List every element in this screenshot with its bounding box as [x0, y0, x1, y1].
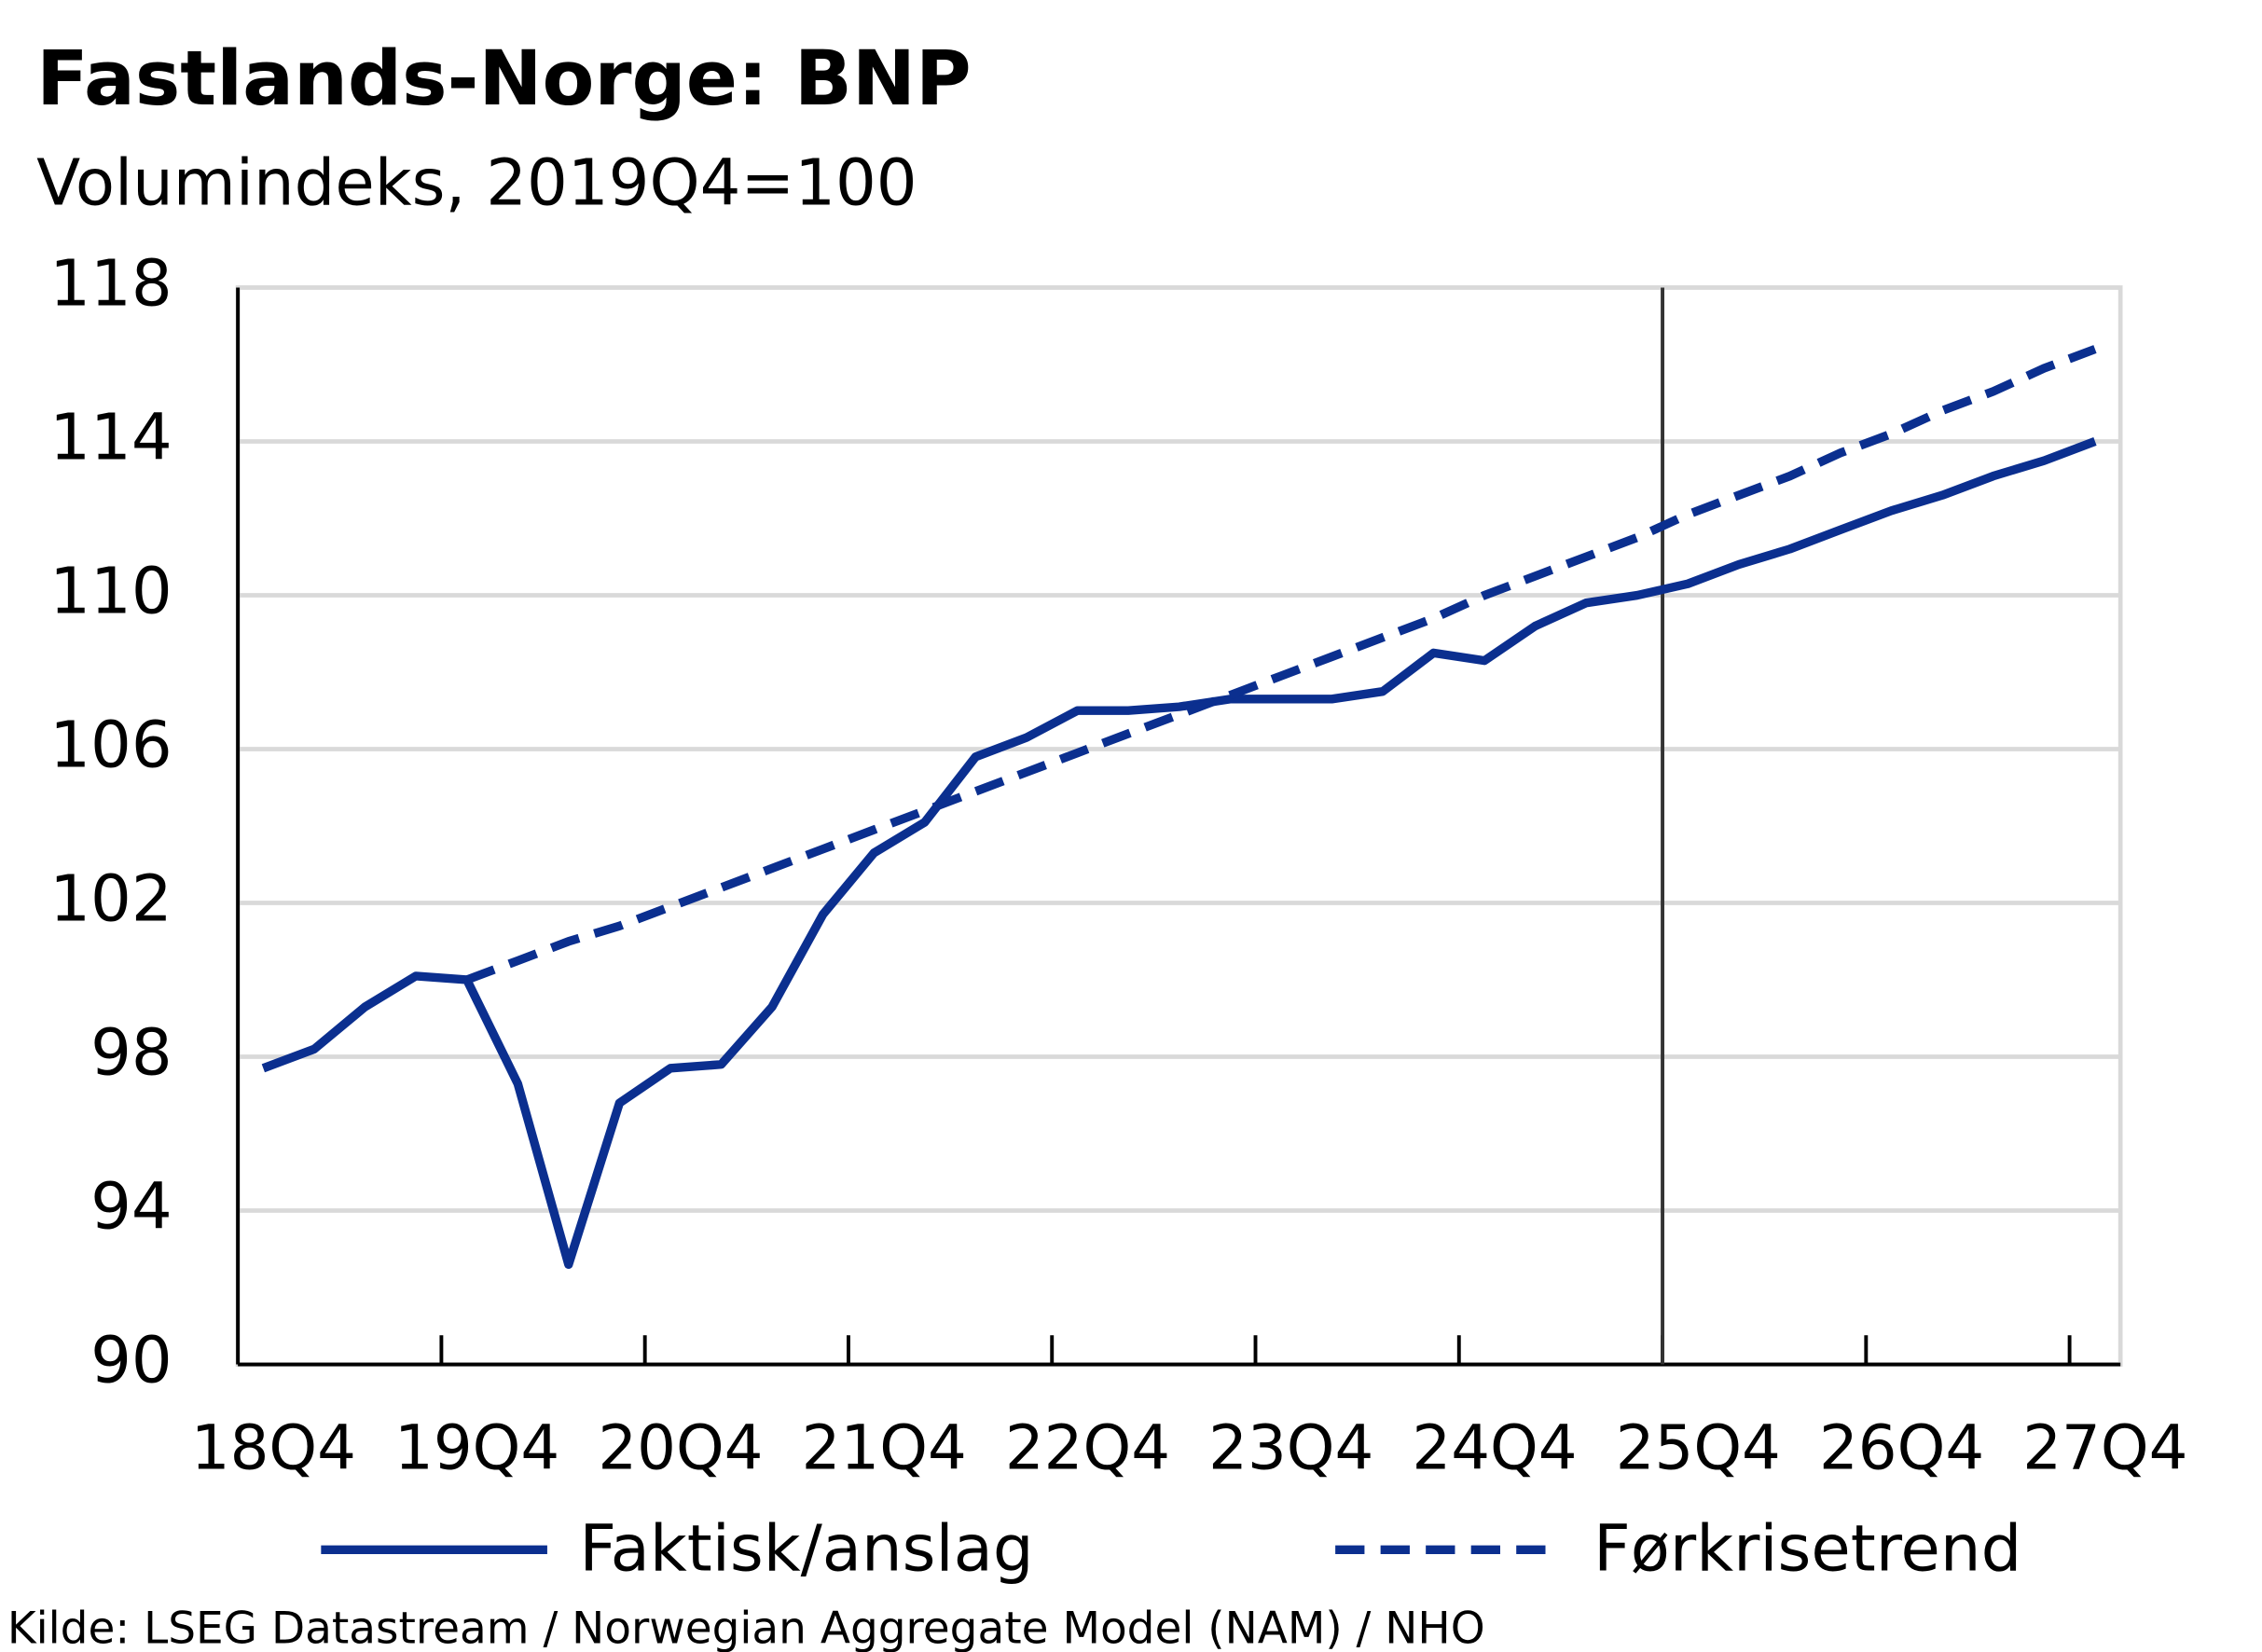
y-tick-label: 90	[90, 1324, 172, 1398]
x-tick-label: 26Q4	[1819, 1412, 1984, 1484]
x-tick-label: 27Q4	[2022, 1412, 2187, 1484]
x-tick-label: 21Q4	[802, 1412, 967, 1484]
series-line	[261, 437, 2097, 1270]
x-tick-label: 22Q4	[1005, 1412, 1170, 1484]
y-tick-label: 102	[49, 862, 172, 937]
legend-label: Førkrisetrend	[1593, 1511, 2021, 1586]
y-tick-label: 94	[90, 1170, 172, 1245]
chart-title: Fastlands-Norge: BNP	[36, 34, 972, 123]
y-tick-label: 106	[49, 709, 172, 783]
x-tick-label: 24Q4	[1412, 1412, 1577, 1484]
x-tick-label: 20Q4	[598, 1412, 763, 1484]
y-tick-label: 98	[90, 1016, 172, 1091]
source: Kilde: LSEG Datastream / Norwegian Aggre…	[7, 1603, 1485, 1652]
x-tick-label: 25Q4	[1616, 1412, 1781, 1484]
chart-subtitle: Volumindeks, 2019Q4=100	[36, 145, 917, 220]
y-tick-label: 114	[49, 400, 172, 475]
y-tick-label: 110	[49, 555, 172, 629]
legend-label: Faktisk/anslag	[579, 1511, 1033, 1586]
series-line	[465, 345, 2097, 984]
plot-frame	[235, 285, 2123, 1367]
y-tick-label: 118	[49, 246, 172, 321]
x-tick-label: 18Q4	[191, 1412, 356, 1484]
x-tick-label: 23Q4	[1208, 1412, 1373, 1484]
x-tick-label: 19Q4	[394, 1412, 559, 1484]
